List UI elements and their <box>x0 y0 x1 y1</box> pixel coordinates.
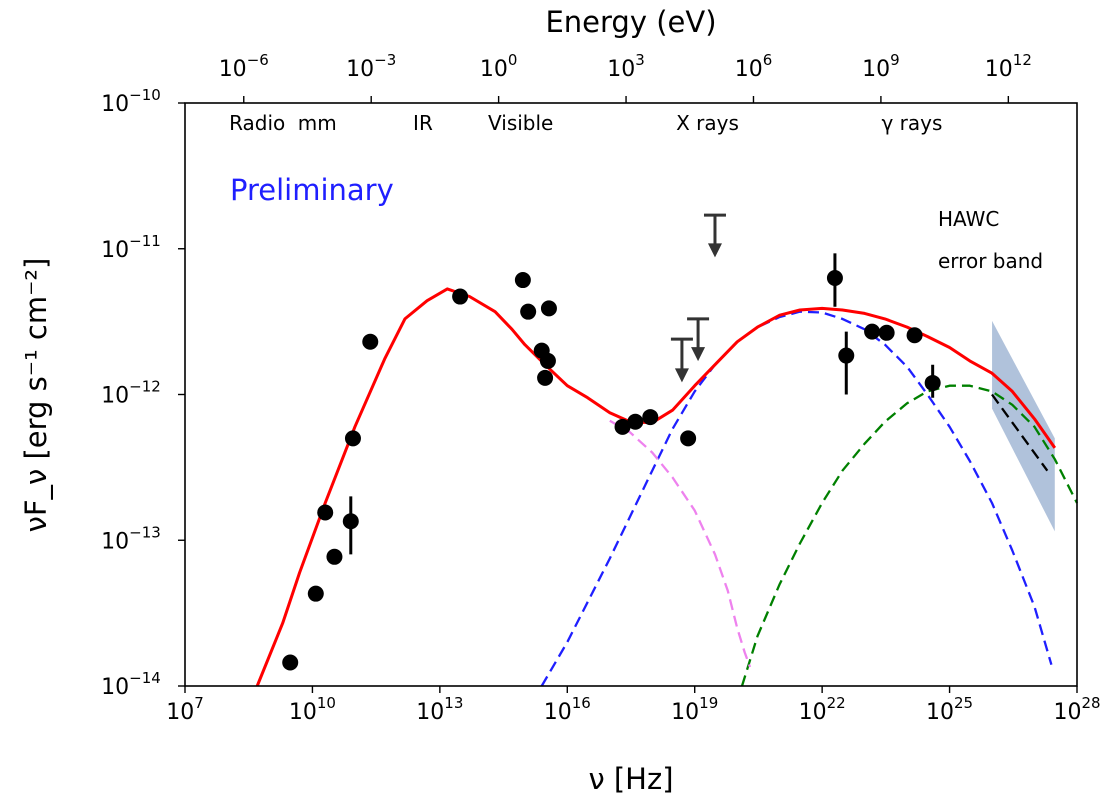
top-tick-label: 106 <box>735 51 773 82</box>
data-point <box>362 333 379 350</box>
hawc-error-band <box>992 320 1055 532</box>
data-point <box>540 300 557 317</box>
model-curve-2 <box>540 310 1053 687</box>
data-point <box>614 418 631 435</box>
data-point <box>326 548 343 565</box>
data-point <box>680 430 697 447</box>
model-curve-4 <box>991 393 1049 472</box>
model-curve-3 <box>740 384 1079 687</box>
y-tick-label: 10−13 <box>101 523 161 554</box>
top-tick-label: 100 <box>480 51 518 82</box>
data-point <box>342 513 359 530</box>
top-tick-label: 10−3 <box>346 51 396 82</box>
band-label: mm <box>298 111 337 135</box>
x-tick-label: 1013 <box>416 694 463 725</box>
band-label: Visible <box>488 111 553 135</box>
preliminary-label: Preliminary <box>230 173 394 207</box>
hawc-error-band-label: HAWC error band <box>938 207 1043 273</box>
top-axis-title: Energy (eV) <box>545 5 716 39</box>
x-tick-label: 107 <box>166 694 204 725</box>
data-point <box>864 323 881 340</box>
left-axis: 10−14 10−13 10−12 10−11 10−10 <box>101 86 185 700</box>
data-point <box>317 504 334 521</box>
x-tick-label: 1019 <box>671 694 718 725</box>
data-point <box>838 347 855 364</box>
bottom-axis: 107 1010 1013 1016 1019 1022 1025 1028 <box>166 686 1101 725</box>
band-labels: Radio mm IR Visible X rays γ rays <box>229 111 942 135</box>
model-curve-1 <box>609 419 752 668</box>
error-band-layer <box>992 320 1055 532</box>
data-point <box>344 430 361 447</box>
band-label: IR <box>413 111 433 135</box>
band-label: γ rays <box>881 111 942 135</box>
data-point <box>539 352 556 369</box>
model-curve-0 <box>255 287 1057 687</box>
data-point <box>826 269 843 286</box>
data-point <box>924 374 941 391</box>
x-tick-label: 1025 <box>926 694 973 725</box>
upper-limit-arrow <box>707 243 722 258</box>
y-tick-label: 10−12 <box>101 378 161 409</box>
top-axis: 10−6 10−3 100 103 106 109 1012 <box>219 51 1032 103</box>
y-tick-label: 10−14 <box>101 669 161 700</box>
data-point <box>906 327 923 344</box>
y-tick-label: 10−10 <box>101 86 161 117</box>
top-tick-label: 10−6 <box>219 51 269 82</box>
band-label: X rays <box>676 111 739 135</box>
x-tick-label: 1010 <box>289 694 336 725</box>
x-tick-label: 1016 <box>544 694 591 725</box>
x-tick-label: 1028 <box>1053 694 1100 725</box>
band-label: Radio <box>229 111 285 135</box>
model-curves <box>255 287 1079 687</box>
data-point <box>514 272 531 289</box>
x-axis-title: ν [Hz] <box>588 762 673 796</box>
data-point <box>452 288 469 305</box>
y-axis-title: νF_ν [erg s⁻¹ cm⁻²] <box>19 258 53 533</box>
data-point <box>642 409 659 426</box>
upper-limit-arrow <box>691 347 706 362</box>
top-tick-label: 1012 <box>985 51 1032 82</box>
data-point <box>520 303 537 320</box>
data-points <box>282 213 941 671</box>
data-point <box>307 585 324 602</box>
x-tick-label: 1022 <box>799 694 846 725</box>
data-point <box>627 413 644 430</box>
data-point <box>282 654 299 671</box>
data-point <box>878 324 895 341</box>
data-point <box>537 369 554 386</box>
top-tick-label: 109 <box>862 51 900 82</box>
upper-limit-arrow <box>674 368 689 383</box>
y-tick-label: 10−11 <box>101 232 161 263</box>
top-tick-label: 103 <box>607 51 645 82</box>
